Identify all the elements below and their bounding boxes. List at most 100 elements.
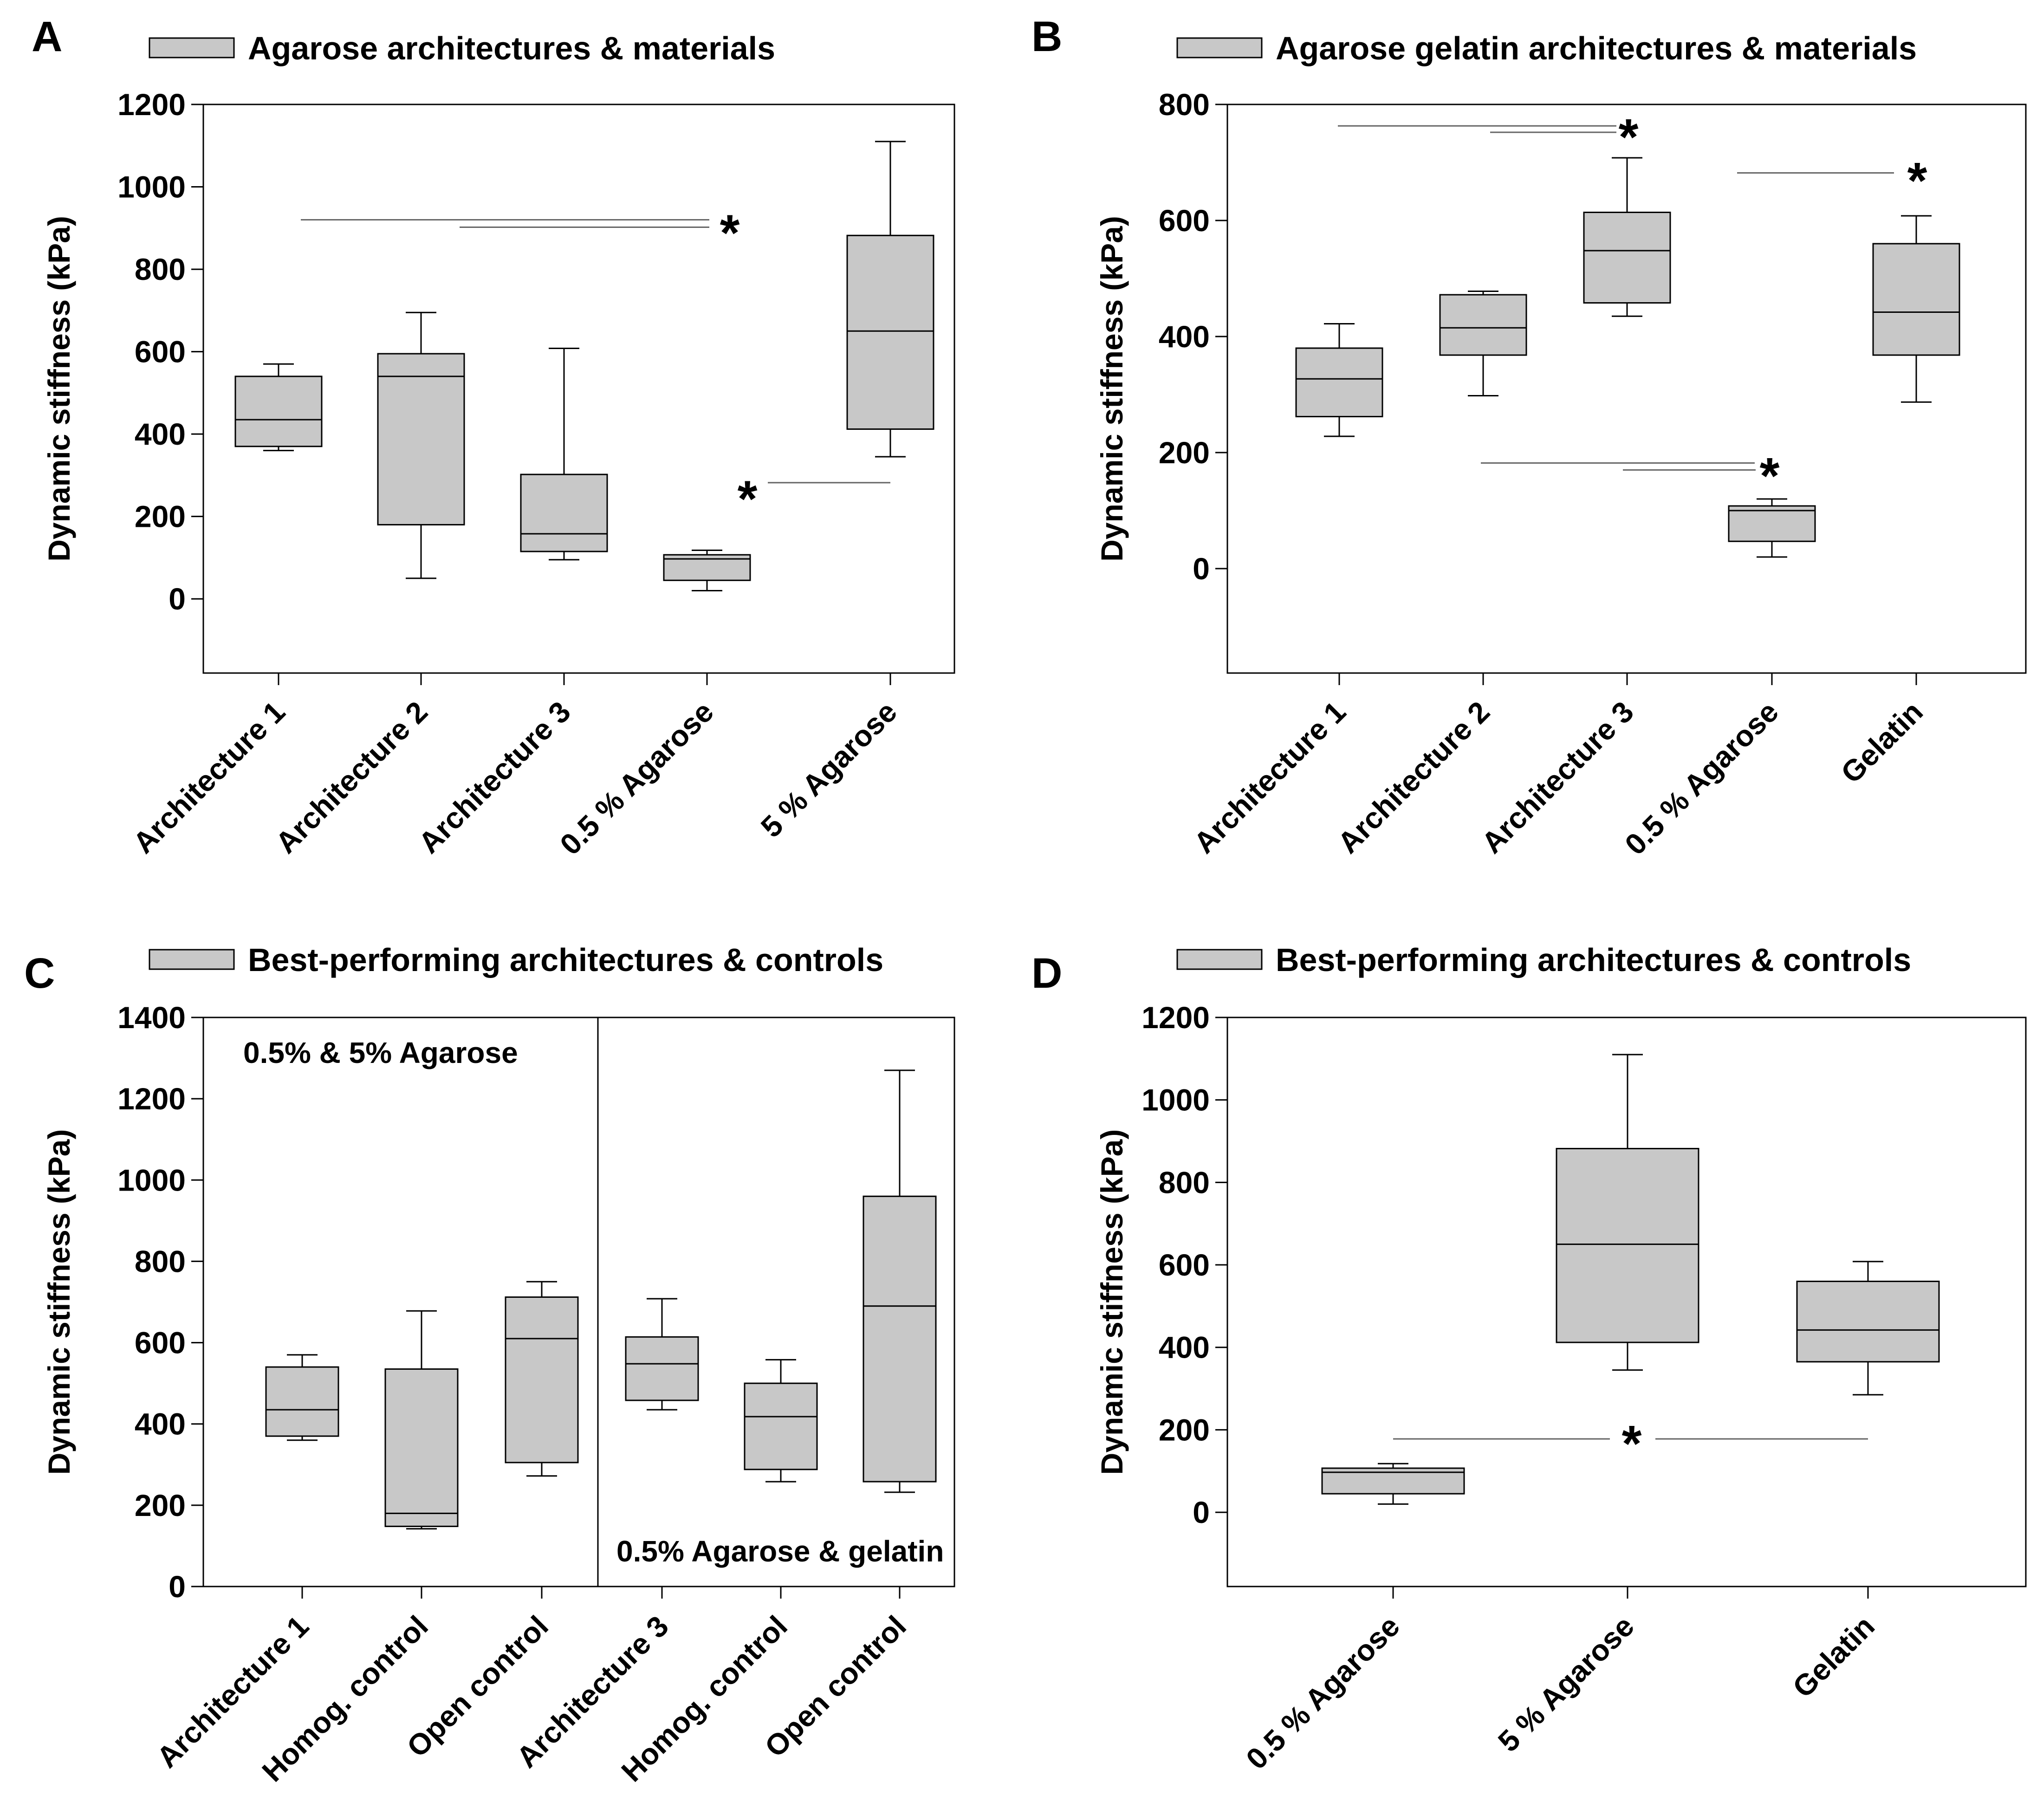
panel-b-category-2: Architecture 2 [1331, 695, 1496, 860]
panel-b: B Agarose gelatin architectures & materi… [1031, 13, 2027, 861]
panel-d-ytick-label-0: 0 [1193, 1495, 1210, 1529]
panel-c-ytick-label-1200: 1200 [117, 1082, 186, 1116]
panel-d-ytick-label-800: 800 [1159, 1165, 1210, 1199]
panel-a-ytick-label-800: 800 [135, 252, 186, 286]
panel-c-box-6 [863, 1069, 937, 1493]
panel-c-box-2 [384, 1310, 459, 1530]
panel-c-annotation-agarose: 0.5% & 5% Agarose [243, 1036, 518, 1069]
panel-a-legend-swatch [149, 37, 235, 58]
panel-b-category-5: Gelatin [1835, 695, 1929, 790]
panel-c-ytick-label-400: 400 [135, 1407, 186, 1441]
panel-d: D Best-performing architectures & contro… [1031, 942, 2027, 1776]
panel-b-ytick-label-800: 800 [1159, 87, 1210, 122]
panel-a-box-1-iqr [234, 376, 323, 447]
panel-a: A Agarose architectures & materials 0 200… [32, 13, 955, 861]
panel-c-box-6-iqr [863, 1195, 937, 1483]
panel-b-sig-star-3: * [1760, 447, 1780, 505]
panel-a-ytick-label-600: 600 [135, 335, 186, 369]
panel-a-plot-frame [202, 104, 955, 674]
panel-c-box-3 [505, 1281, 579, 1477]
panel-b-category-4: 0.5 % Agarose [1618, 695, 1785, 861]
panel-a-sig-star-2: * [738, 471, 758, 528]
panel-a-category-1: Architecture 1 [127, 695, 292, 860]
panel-d-ytick-label-1000: 1000 [1141, 1083, 1210, 1117]
panel-b-plot: 0 200 400 600 800 Dynamic stiffness (kPa) Arch… [1095, 87, 2027, 861]
panel-a-sig-star-1: * [720, 204, 740, 261]
panel-d-legend-swatch [1176, 949, 1263, 970]
panel-c-box-1-iqr [265, 1366, 339, 1437]
panel-c-ytick-label-1000: 1000 [117, 1163, 186, 1197]
panel-c-plot-frame [202, 1017, 955, 1587]
panel-b-box-5 [1872, 215, 1960, 403]
panel-c-annotation-gelatin: 0.5% Agarose & gelatin [616, 1535, 944, 1568]
panel-b-box-1-iqr [1295, 347, 1383, 417]
panel-b-box-4 [1728, 498, 1816, 558]
panel-d-sig-star-1: * [1622, 1415, 1642, 1472]
panel-c-plot: 0 200 400 600 800 1000 1200 1400 Dynamic stiffne… [42, 1000, 955, 1788]
panel-b-ytick-label-0: 0 [1193, 551, 1210, 586]
panel-a-letter: A [32, 13, 62, 60]
panel-a-box-2 [377, 311, 465, 579]
panel-b-category-1: Architecture 1 [1187, 695, 1352, 860]
panel-a-box-5 [846, 141, 934, 458]
panel-d-category-1: 0.5 % Agarose [1239, 1609, 1406, 1776]
panel-b-legend: Agarose gelatin architectures & material… [1276, 30, 1917, 66]
panel-d-box-1 [1321, 1463, 1465, 1505]
panel-d-category-3: Gelatin [1786, 1609, 1881, 1704]
panel-b-box-3 [1583, 157, 1671, 317]
panel-d-ytick-label-600: 600 [1159, 1248, 1210, 1282]
panel-b-legend-swatch [1176, 37, 1263, 58]
panel-d-box-2 [1556, 1054, 1699, 1371]
panel-b-ytick-label-200: 200 [1159, 435, 1210, 470]
panel-a-ytick-label-400: 400 [135, 417, 186, 451]
panel-c-ytick-label-200: 200 [135, 1488, 186, 1522]
panel-c-box-5-iqr [744, 1382, 818, 1470]
panel-c-box-2-iqr [384, 1368, 459, 1527]
panel-d-ylabel: Dynamic stiffness (kPa) [1095, 1129, 1129, 1475]
panel-c-box-5 [744, 1359, 818, 1483]
panel-a-ytick-label-200: 200 [135, 499, 186, 534]
panel-c-box-4 [625, 1298, 699, 1411]
panel-d-plot: 0 200 400 600 800 1000 1200 Dynamic stiffness (… [1095, 1000, 2027, 1776]
panel-a-box-3-iqr [520, 473, 608, 552]
panel-a-box-1 [234, 363, 323, 452]
panel-a-box-4 [663, 549, 751, 591]
panel-b-letter: B [1031, 13, 1062, 60]
panel-a-ylabel: Dynamic stiffness (kPa) [42, 216, 76, 562]
panel-a-plot: 0 200 400 600 800 1000 1200 Dynamic stiffness (… [42, 87, 955, 861]
panel-a-ytick-label-0: 0 [169, 582, 186, 616]
panel-d-box-2-iqr [1556, 1148, 1699, 1343]
panel-c-ytick-label-800: 800 [135, 1244, 186, 1278]
panel-d-plot-frame [1226, 1017, 2027, 1587]
panel-b-ytick-label-600: 600 [1159, 203, 1210, 238]
panel-c-box-4-iqr [625, 1336, 699, 1401]
panel-d-letter: D [1031, 950, 1062, 997]
panel-c-legend-swatch [149, 949, 235, 970]
panel-d-category-2: 5 % Agarose [1492, 1609, 1641, 1758]
panel-c: C Best-performing architectures & contro… [24, 942, 955, 1788]
panel-a-box-3 [520, 348, 608, 561]
panel-b-category-3: Architecture 3 [1475, 695, 1640, 860]
panel-b-sig-star-1: * [1619, 109, 1639, 166]
panel-d-box-3 [1796, 1261, 1940, 1396]
panel-a-category-5: 5 % Agarose [754, 695, 903, 844]
panel-b-box-4-iqr [1728, 505, 1816, 542]
panel-a-category-2: Architecture 2 [269, 695, 434, 860]
panel-a-ytick-label-1200: 1200 [117, 87, 186, 122]
panel-d-ytick-label-400: 400 [1159, 1330, 1210, 1365]
panel-b-ylabel: Dynamic stiffness (kPa) [1095, 216, 1129, 562]
panel-a-box-2-iqr [377, 353, 465, 525]
panel-c-letter: C [24, 950, 55, 997]
panel-c-legend: Best-performing architectures & controls [248, 942, 883, 978]
panel-c-ytick-label-600: 600 [135, 1326, 186, 1360]
panel-d-box-3-iqr [1796, 1281, 1940, 1363]
panel-d-ytick-label-1200: 1200 [1141, 1000, 1210, 1035]
panel-b-box-5-iqr [1872, 243, 1960, 356]
panel-c-ylabel: Dynamic stiffness (kPa) [42, 1129, 76, 1475]
panel-d-legend: Best-performing architectures & controls [1276, 942, 1911, 978]
panel-a-category-4: 0.5 % Agarose [553, 695, 720, 861]
panel-a-legend: Agarose architectures & materials [248, 30, 775, 66]
panel-c-ytick-label-0: 0 [169, 1569, 186, 1604]
panel-a-ytick-label-1000: 1000 [117, 170, 186, 204]
